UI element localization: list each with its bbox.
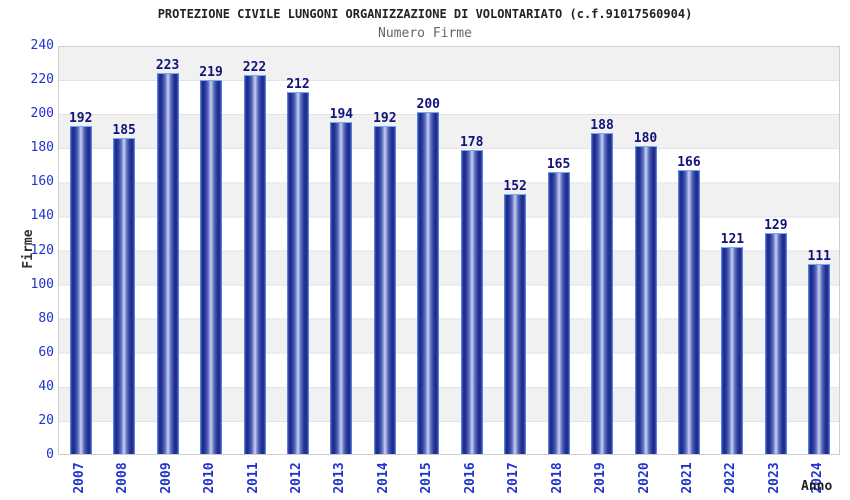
x-axis-tick-label: 2012	[288, 462, 304, 494]
bar-2016	[460, 149, 483, 454]
y-axis-tick-label: 240	[30, 38, 54, 53]
x-axis-title: Anno	[801, 479, 833, 494]
x-axis-tick-label: 2023	[766, 462, 782, 494]
bar-value-label: 129	[764, 218, 788, 234]
bar-value-label: 111	[807, 248, 831, 264]
bar-value-label: 152	[503, 178, 527, 194]
bar-2010	[200, 79, 223, 454]
y-axis-tick-label: 0	[46, 447, 54, 462]
bar-value-label: 165	[546, 156, 571, 172]
x-axis-tick-label: 2019	[593, 462, 609, 494]
bar-value-label: 188	[590, 117, 614, 133]
bar-2015	[417, 112, 440, 454]
y-axis-tick-label: 140	[30, 208, 54, 224]
bar-2023	[764, 233, 787, 454]
x-axis-tick-label: 2018	[549, 462, 565, 494]
bar-value-label: 180	[633, 131, 658, 147]
bar-2021	[677, 170, 700, 454]
bar-2022	[721, 246, 744, 454]
x-axis-tick-label: 2022	[723, 462, 739, 494]
y-axis-tick-label: 80	[38, 310, 54, 326]
x-axis-tick-label: 2020	[636, 462, 652, 494]
x-axis-tick-label: 2013	[332, 462, 348, 494]
x-axis-tick-label: 2009	[158, 462, 174, 494]
x-axis-tick-label: 2008	[115, 462, 131, 494]
chart-title: PROTEZIONE CIVILE LUNGONI ORGANIZZAZIONE…	[157, 7, 693, 21]
bar-2012	[286, 91, 309, 454]
x-axis-tick-label: 2010	[202, 462, 218, 494]
y-axis-tick-label: 200	[30, 106, 54, 122]
y-axis-tick-label: 20	[38, 412, 54, 428]
bar-value-label: 178	[459, 134, 484, 150]
x-axis-tick-label: 2014	[375, 462, 391, 494]
bar-2024	[808, 263, 831, 454]
bar-value-label: 222	[242, 59, 267, 75]
bar-2007	[69, 125, 92, 454]
x-axis-tick-label: 2011	[245, 462, 261, 494]
bar-value-label: 223	[155, 57, 180, 73]
bar-value-label: 121	[720, 231, 745, 247]
bar-value-label: 200	[416, 97, 440, 113]
bar-2011	[243, 74, 266, 454]
y-axis-tick-label: 160	[30, 174, 54, 190]
y-axis-title: Firme	[21, 229, 36, 269]
x-axis-tick-label: 2016	[462, 462, 478, 494]
bar-value-label: 212	[286, 76, 310, 92]
y-axis-tick-label: 60	[38, 344, 54, 360]
y-axis-tick-label: 120	[30, 242, 54, 258]
chart-subtitle: Numero Firme	[378, 26, 472, 41]
x-axis-tick-label: 2017	[506, 462, 522, 494]
bar-value-label: 192	[373, 110, 397, 126]
bar-2009	[156, 72, 179, 454]
y-axis-tick-label: 100	[30, 276, 54, 292]
y-axis-tick-label: 180	[30, 140, 54, 156]
x-axis-tick-label: 2021	[679, 462, 695, 494]
bar-2020	[634, 146, 657, 454]
plot-area: 192 185 223 219 222 212 194 192 200 178 152 165 188 1…	[58, 46, 840, 455]
bar-2018	[547, 171, 570, 454]
bar-2014	[373, 125, 396, 454]
bar-2019	[591, 132, 614, 454]
y-axis-tick-label: 40	[38, 378, 54, 394]
bar-value-label: 192	[68, 110, 93, 126]
bar-value-label: 219	[199, 64, 223, 80]
bar-2013	[330, 122, 353, 454]
bar-value-label: 185	[112, 122, 136, 138]
bar-2008	[113, 137, 136, 454]
bar-2017	[504, 193, 527, 454]
bar-value-label: 194	[329, 107, 354, 123]
x-axis-tick-label: 2015	[419, 462, 435, 494]
bar-value-label: 166	[677, 155, 701, 171]
x-axis-tick-label: 2007	[71, 462, 87, 494]
y-axis-tick-label: 220	[30, 72, 54, 88]
